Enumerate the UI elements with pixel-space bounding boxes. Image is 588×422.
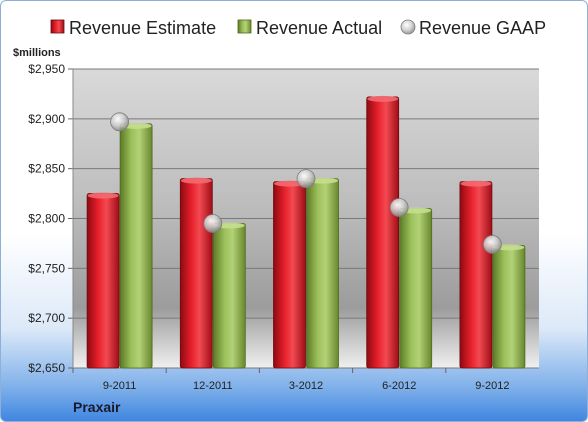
y-tick-label: $2,650 [28, 361, 65, 375]
y-unit-label: $millions [13, 47, 61, 59]
y-axis-ticks: $2,650 $2,700 $2,750 $2,800 $2,850 $2,900 $2,9… [28, 62, 73, 375]
marker-revenue-gaap [482, 235, 502, 254]
bars [86, 95, 526, 369]
bar-cap [367, 95, 399, 102]
company-label: Praxair [73, 399, 121, 415]
bar-cap [87, 192, 119, 199]
y-tick-label: $2,850 [28, 162, 65, 176]
y-tick-label: $2,700 [28, 311, 65, 325]
y-tick-label: $2,750 [28, 261, 65, 275]
bar-revenue-actual [119, 123, 153, 369]
legend-swatch [237, 19, 252, 34]
x-tick-label: 12-2011 [193, 380, 233, 392]
x-tick-label: 3-2012 [289, 380, 323, 392]
marker-revenue-gaap [110, 112, 129, 132]
x-tick-label: 9-2011 [103, 380, 136, 392]
legend-label: Revenue Actual [256, 18, 382, 38]
bar-revenue-actual [306, 178, 339, 369]
marker-revenue-gaap [389, 198, 409, 217]
marker-revenue-gaap [296, 169, 316, 189]
y-tick-label: $2,800 [28, 212, 65, 226]
bar-cap [460, 180, 492, 187]
x-tick-label: 6-2012 [382, 380, 416, 392]
marker-revenue-gaap [203, 214, 223, 233]
bar-revenue-actual [399, 208, 433, 369]
legend-swatch [400, 19, 416, 35]
bar-revenue-estimate [179, 178, 213, 369]
y-tick-label: $2,950 [28, 62, 65, 76]
x-axis-labels: 9-2011 12-2011 3-2012 6-2012 9-2012 [72, 368, 510, 392]
bar-revenue-estimate [273, 181, 306, 369]
legend: Revenue Estimate Revenue Actual Revenue GA… [50, 18, 546, 38]
bar-revenue-estimate [86, 193, 120, 369]
x-tick-label: 9-2012 [475, 380, 509, 392]
legend-label: Revenue Estimate [69, 18, 216, 38]
bar-revenue-estimate [459, 181, 493, 369]
y-tick-label: $2,900 [28, 112, 65, 126]
bar-revenue-actual [492, 245, 526, 369]
legend-swatch [50, 19, 65, 34]
legend-label: Revenue GAAP [419, 18, 546, 38]
bar-cap [274, 180, 305, 187]
bar-revenue-estimate [366, 96, 400, 369]
bar-revenue-actual [212, 223, 246, 369]
bar-cap [180, 177, 212, 184]
gaap-markers [110, 112, 502, 254]
